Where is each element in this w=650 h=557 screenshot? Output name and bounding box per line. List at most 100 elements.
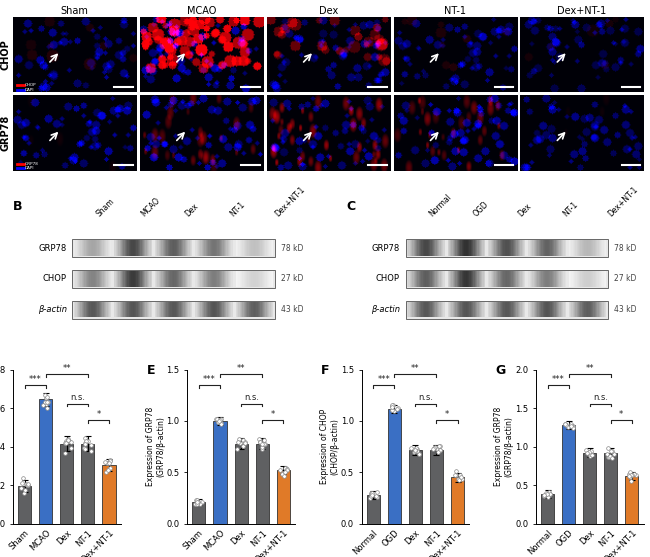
Point <box>625 467 635 476</box>
Bar <box>109 241 110 256</box>
Bar <box>120 241 121 256</box>
Point <box>435 442 445 451</box>
Point <box>238 442 248 451</box>
Bar <box>136 271 138 287</box>
Bar <box>438 302 439 317</box>
Text: 27 kD: 27 kD <box>281 275 303 284</box>
Bar <box>460 241 462 256</box>
Bar <box>159 302 160 317</box>
Bar <box>185 241 186 256</box>
Bar <box>452 241 454 256</box>
Bar <box>190 302 191 317</box>
Point <box>387 402 397 411</box>
Bar <box>442 241 443 256</box>
Bar <box>458 302 459 317</box>
Point <box>240 438 250 447</box>
Bar <box>94 241 95 256</box>
Point <box>428 445 438 454</box>
Bar <box>198 241 199 256</box>
Bar <box>100 241 101 256</box>
Bar <box>156 241 157 256</box>
Text: *: * <box>96 410 101 419</box>
Bar <box>419 241 420 256</box>
Bar <box>574 302 575 317</box>
Bar <box>208 241 209 256</box>
Bar <box>564 241 565 256</box>
Bar <box>491 241 492 256</box>
Bar <box>569 241 570 256</box>
Point <box>254 434 265 443</box>
Point <box>387 405 397 414</box>
Bar <box>419 271 420 287</box>
Bar <box>595 271 596 287</box>
Bar <box>272 241 273 256</box>
Bar <box>148 302 150 317</box>
Bar <box>146 241 147 256</box>
Bar <box>569 302 570 317</box>
Bar <box>205 271 207 287</box>
Bar <box>437 271 438 287</box>
Bar <box>88 302 90 317</box>
Bar <box>548 271 549 287</box>
Point <box>560 419 571 428</box>
Bar <box>195 241 196 256</box>
Bar <box>551 302 552 317</box>
Bar <box>530 302 531 317</box>
Bar <box>168 302 169 317</box>
Bar <box>516 241 517 256</box>
Bar <box>493 271 495 287</box>
Bar <box>452 302 454 317</box>
Bar <box>447 302 448 317</box>
Bar <box>181 241 182 256</box>
Bar <box>506 302 508 317</box>
Bar <box>237 241 239 256</box>
Bar <box>92 241 94 256</box>
Bar <box>556 302 557 317</box>
Bar <box>442 302 443 317</box>
Bar <box>451 241 452 256</box>
Bar <box>552 302 553 317</box>
Bar <box>211 302 212 317</box>
Bar <box>515 302 516 317</box>
Bar <box>570 241 571 256</box>
Bar <box>125 271 126 287</box>
Bar <box>269 302 270 317</box>
Bar <box>196 302 198 317</box>
Bar <box>493 241 495 256</box>
Bar <box>469 241 471 256</box>
Title: Dex: Dex <box>318 6 338 16</box>
Bar <box>174 241 176 256</box>
Bar <box>540 241 541 256</box>
Bar <box>134 302 135 317</box>
Point <box>406 444 417 453</box>
Bar <box>124 302 125 317</box>
Bar <box>188 241 190 256</box>
Bar <box>432 271 433 287</box>
Bar <box>504 241 505 256</box>
Bar <box>181 302 182 317</box>
Bar <box>222 271 224 287</box>
Bar <box>198 271 199 287</box>
Bar <box>416 241 417 256</box>
Bar <box>18 486 31 524</box>
Bar <box>230 271 231 287</box>
Bar <box>159 271 160 287</box>
Bar <box>86 302 87 317</box>
Text: Dex: Dex <box>183 202 200 218</box>
Bar <box>535 241 536 256</box>
Bar <box>254 241 255 256</box>
Bar <box>432 302 433 317</box>
Text: *: * <box>619 410 623 419</box>
Point <box>105 457 115 466</box>
Bar <box>252 241 253 256</box>
Bar <box>554 241 556 256</box>
Text: Sham: Sham <box>94 197 116 218</box>
Bar <box>489 241 491 256</box>
Bar <box>156 271 157 287</box>
Bar <box>90 302 91 317</box>
Bar <box>481 271 482 287</box>
Bar <box>583 241 584 256</box>
Y-axis label: CHOP: CHOP <box>0 39 10 70</box>
Point <box>371 493 382 502</box>
Bar <box>131 302 133 317</box>
